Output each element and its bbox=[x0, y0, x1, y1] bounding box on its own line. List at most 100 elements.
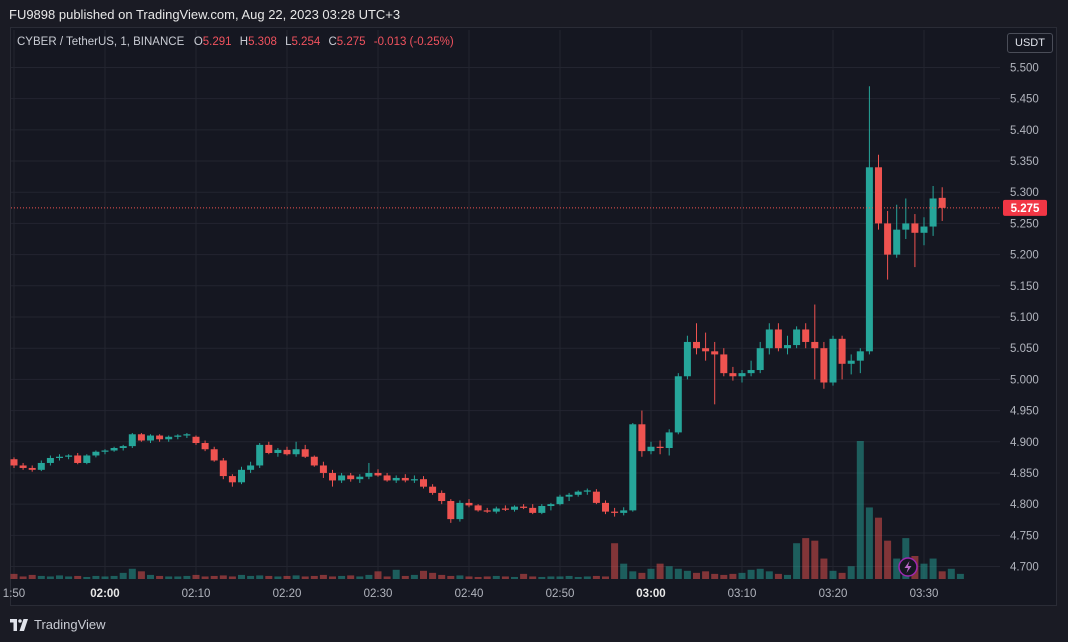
price-badge-layer: 5.275 bbox=[1003, 199, 1047, 216]
candle-body bbox=[238, 469, 245, 483]
candle bbox=[447, 499, 455, 523]
candle-body bbox=[420, 479, 427, 487]
candle bbox=[310, 455, 318, 467]
candle-body bbox=[128, 434, 136, 447]
close-value: 5.275 bbox=[336, 36, 366, 48]
candle-body bbox=[37, 462, 45, 470]
y-tick-label: 4.750 bbox=[1010, 530, 1039, 542]
volume-bar bbox=[602, 576, 609, 579]
candle-body bbox=[338, 475, 346, 481]
volume-bar bbox=[938, 571, 946, 579]
candle bbox=[911, 214, 919, 268]
close-label: C bbox=[328, 36, 337, 48]
volume-bar bbox=[811, 540, 819, 579]
volume-bar bbox=[210, 575, 218, 579]
volume-bar bbox=[693, 572, 700, 579]
volume-bar bbox=[83, 576, 91, 579]
volume-bar bbox=[356, 576, 364, 579]
candle bbox=[938, 187, 946, 221]
candle bbox=[274, 448, 282, 457]
volume-bar bbox=[665, 566, 673, 579]
candle bbox=[756, 341, 764, 374]
candle bbox=[747, 360, 755, 377]
candle-body bbox=[356, 476, 364, 480]
candle-body bbox=[547, 504, 555, 507]
volume-bar bbox=[865, 507, 873, 579]
candle bbox=[283, 446, 291, 456]
candle bbox=[210, 446, 218, 462]
volume-bar bbox=[702, 571, 710, 579]
volume-bar bbox=[884, 540, 892, 579]
x-tick-label: 03:20 bbox=[819, 588, 848, 600]
candle bbox=[165, 435, 173, 442]
candle-body bbox=[838, 338, 846, 364]
candle-body bbox=[310, 456, 318, 466]
candle bbox=[238, 466, 245, 485]
volume-bar bbox=[365, 574, 373, 579]
candle bbox=[83, 454, 91, 465]
candle-body bbox=[474, 505, 482, 511]
volume-bar bbox=[474, 576, 482, 579]
candle bbox=[301, 444, 309, 458]
candle bbox=[147, 434, 154, 444]
candle bbox=[292, 441, 300, 457]
candle-body bbox=[447, 501, 455, 520]
candle-body bbox=[119, 446, 127, 448]
volume-bar bbox=[647, 568, 655, 579]
volume-bar bbox=[802, 538, 810, 579]
candle-body bbox=[693, 341, 700, 349]
volume-bar bbox=[256, 575, 264, 579]
candle bbox=[811, 304, 819, 380]
x-tick-label: 03:30 bbox=[910, 588, 939, 600]
candle bbox=[629, 423, 637, 512]
x-tick-label: 02:10 bbox=[182, 588, 211, 600]
candle-body bbox=[629, 424, 637, 511]
volume-bar bbox=[128, 568, 136, 579]
currency-button[interactable]: USDT bbox=[1007, 33, 1053, 53]
lightning-icon[interactable] bbox=[898, 557, 918, 577]
volume-bar bbox=[465, 576, 473, 579]
candle bbox=[656, 440, 664, 455]
volume-bar bbox=[565, 575, 573, 579]
candle bbox=[56, 454, 63, 461]
candle-body bbox=[301, 449, 309, 457]
candle-body bbox=[529, 507, 537, 513]
candle-body bbox=[893, 229, 901, 255]
volume-bar bbox=[611, 543, 619, 579]
volume-bar bbox=[929, 558, 937, 579]
candle-body bbox=[183, 434, 191, 436]
volume-bar bbox=[319, 574, 327, 579]
candle bbox=[483, 507, 491, 513]
candle bbox=[46, 455, 54, 466]
volume-bar bbox=[310, 575, 318, 579]
candle-body bbox=[592, 491, 600, 503]
y-tick-label: 4.950 bbox=[1010, 406, 1039, 418]
volume-bar bbox=[37, 575, 45, 579]
candle-body bbox=[110, 448, 118, 451]
candle-body bbox=[611, 511, 619, 513]
candle-body bbox=[101, 450, 109, 452]
volume-bar bbox=[329, 576, 336, 579]
candle bbox=[383, 472, 391, 482]
candle-body bbox=[292, 449, 300, 455]
candle bbox=[74, 452, 82, 465]
candle-body bbox=[74, 455, 82, 463]
candle-body bbox=[137, 434, 145, 441]
candle bbox=[647, 441, 655, 455]
volume-bar bbox=[192, 574, 200, 579]
grid-layer bbox=[11, 30, 1000, 579]
candle-body bbox=[865, 167, 873, 352]
candle bbox=[37, 460, 45, 472]
candle bbox=[693, 323, 700, 355]
high-label: H bbox=[239, 36, 249, 48]
candle-body bbox=[19, 465, 27, 468]
candle-body bbox=[165, 436, 173, 440]
volume-bar bbox=[875, 517, 882, 579]
tradingview-logo-icon[interactable] bbox=[10, 618, 28, 631]
candle-body bbox=[401, 477, 409, 481]
volume-bar bbox=[520, 573, 528, 579]
volume-bar bbox=[247, 575, 255, 579]
candle-body bbox=[383, 475, 391, 481]
brand-name[interactable]: TradingView bbox=[34, 617, 106, 632]
